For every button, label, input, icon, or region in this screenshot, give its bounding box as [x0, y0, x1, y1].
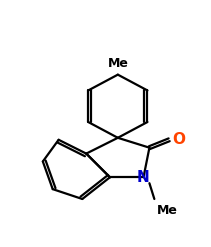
Text: Me: Me — [157, 204, 178, 217]
Text: O: O — [172, 132, 185, 147]
Text: N: N — [137, 170, 150, 185]
Text: Me: Me — [107, 57, 128, 70]
